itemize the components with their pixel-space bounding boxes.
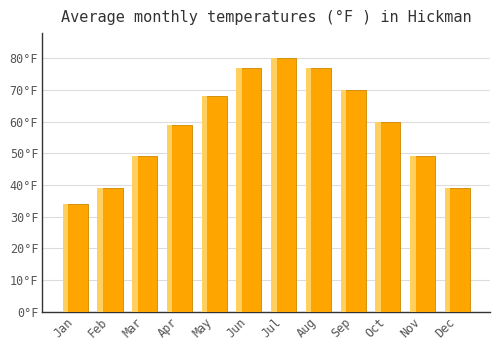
Bar: [62, 204, 68, 312]
Bar: [410, 156, 435, 312]
Bar: [306, 68, 331, 312]
Bar: [376, 121, 381, 312]
Bar: [132, 156, 138, 312]
Bar: [271, 58, 276, 312]
Bar: [340, 90, 346, 312]
Bar: [62, 204, 88, 312]
Bar: [376, 121, 400, 312]
Bar: [132, 156, 157, 312]
Bar: [271, 58, 296, 312]
Title: Average monthly temperatures (°F ) in Hickman: Average monthly temperatures (°F ) in Hi…: [61, 10, 472, 25]
Bar: [98, 188, 122, 312]
Bar: [410, 156, 416, 312]
Bar: [202, 96, 226, 312]
Bar: [445, 188, 470, 312]
Bar: [236, 68, 242, 312]
Bar: [340, 90, 365, 312]
Bar: [236, 68, 262, 312]
Bar: [306, 68, 312, 312]
Bar: [202, 96, 207, 312]
Bar: [167, 125, 192, 312]
Bar: [98, 188, 103, 312]
Bar: [445, 188, 450, 312]
Bar: [167, 125, 172, 312]
